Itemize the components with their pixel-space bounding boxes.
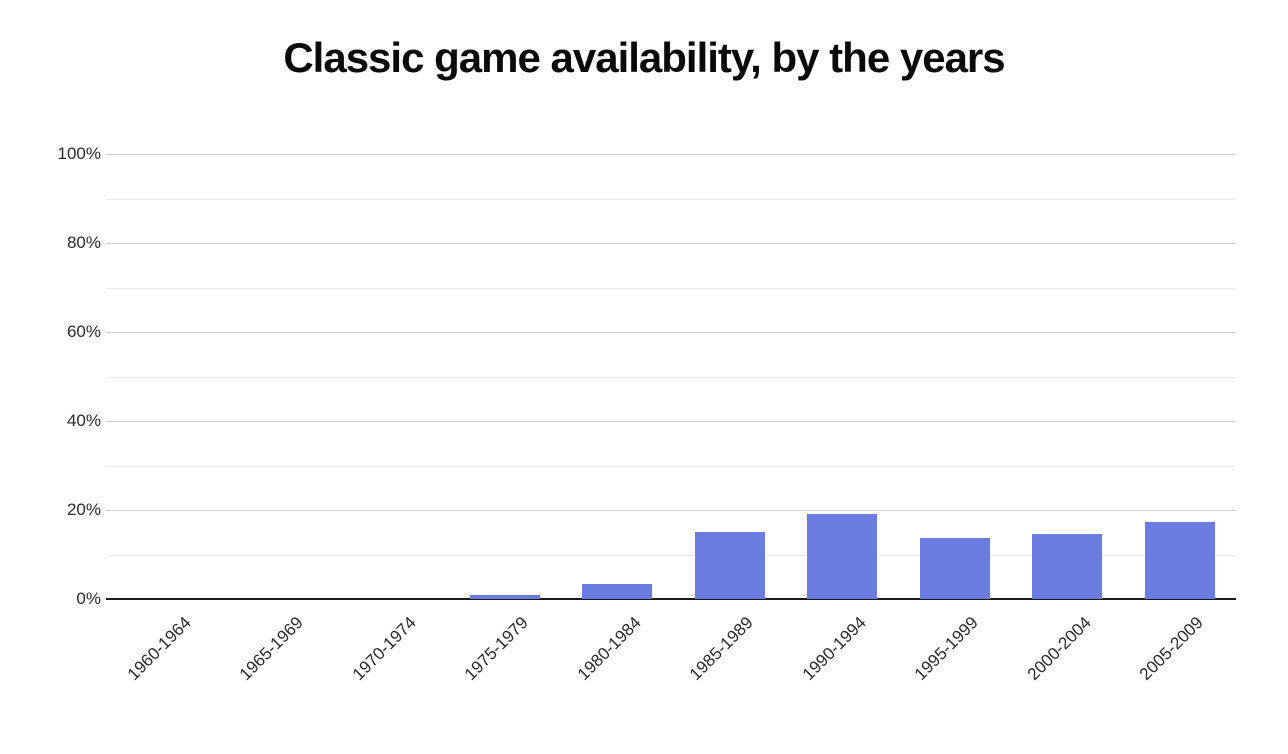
bar-2005-2009 [1144, 522, 1215, 599]
y-axis: 100% 80% 60% 40% 20% 0% [0, 144, 101, 608]
bar-slot-1995-1999 [899, 154, 1012, 599]
y-axis-tick-label: 20% [66, 500, 101, 519]
x-axis-tick-label: 1995-1999 [911, 613, 983, 684]
plot-area [106, 154, 1236, 600]
x-axis-line [106, 598, 1236, 600]
bar-2000-2004 [1032, 533, 1103, 599]
y-axis-tick-label: 80% [66, 233, 101, 252]
x-axis-tick-label: 1975-1979 [461, 613, 533, 684]
x-axis-tick-label: 1970-1974 [348, 613, 420, 684]
gridline-minor [106, 198, 1236, 200]
bar-1975-1979 [469, 595, 540, 599]
bar-1985-1989 [694, 532, 765, 599]
x-axis: 1960-1964 1965-1969 1970-1974 1975-1979 1980… [111, 599, 1236, 749]
x-axis-tick-label: 1990-1994 [798, 613, 870, 684]
bar-slot-2000-2004 [1011, 154, 1124, 599]
bars-container [111, 154, 1236, 599]
bar-1995-1999 [919, 537, 990, 599]
bar-slot-2005-2009 [1124, 154, 1237, 599]
gridline-major [106, 154, 1236, 155]
gridline-major [106, 243, 1236, 244]
gridline-major [106, 332, 1236, 333]
bar-slot-1960-1964 [111, 154, 224, 599]
bar-slot-1985-1989 [674, 154, 787, 599]
bar-slot-1970-1974 [336, 154, 449, 599]
x-axis-tick-label: 2000-2004 [1023, 613, 1095, 684]
y-axis-tick-label: 60% [66, 322, 101, 341]
chart-title: Classic game availability, by the years [283, 34, 1005, 81]
gridline-major [106, 421, 1236, 422]
x-axis-tick-label: 1980-1984 [573, 613, 645, 684]
gridline-minor [106, 287, 1236, 289]
gridline-minor [106, 554, 1236, 556]
bar-slot-1980-1984 [561, 154, 674, 599]
y-axis-tick-label: 40% [66, 411, 101, 430]
x-axis-tick-label: 1985-1989 [686, 613, 758, 684]
y-axis-tick-label: 100% [57, 144, 101, 163]
bar-1990-1994 [807, 514, 878, 599]
x-axis-tick-label: 1960-1964 [123, 613, 195, 684]
gridline-minor [106, 376, 1236, 378]
x-axis-tick-label: 2005-2009 [1136, 613, 1208, 684]
x-axis-tick-label: 1965-1969 [236, 613, 308, 684]
bar-slot-1965-1969 [224, 154, 337, 599]
bar-1980-1984 [582, 583, 653, 599]
bar-slot-1975-1979 [449, 154, 562, 599]
y-axis-tick-label: 0% [76, 589, 101, 608]
bar-slot-1990-1994 [786, 154, 899, 599]
gridline-major [106, 510, 1236, 511]
gridline-minor [106, 465, 1236, 467]
